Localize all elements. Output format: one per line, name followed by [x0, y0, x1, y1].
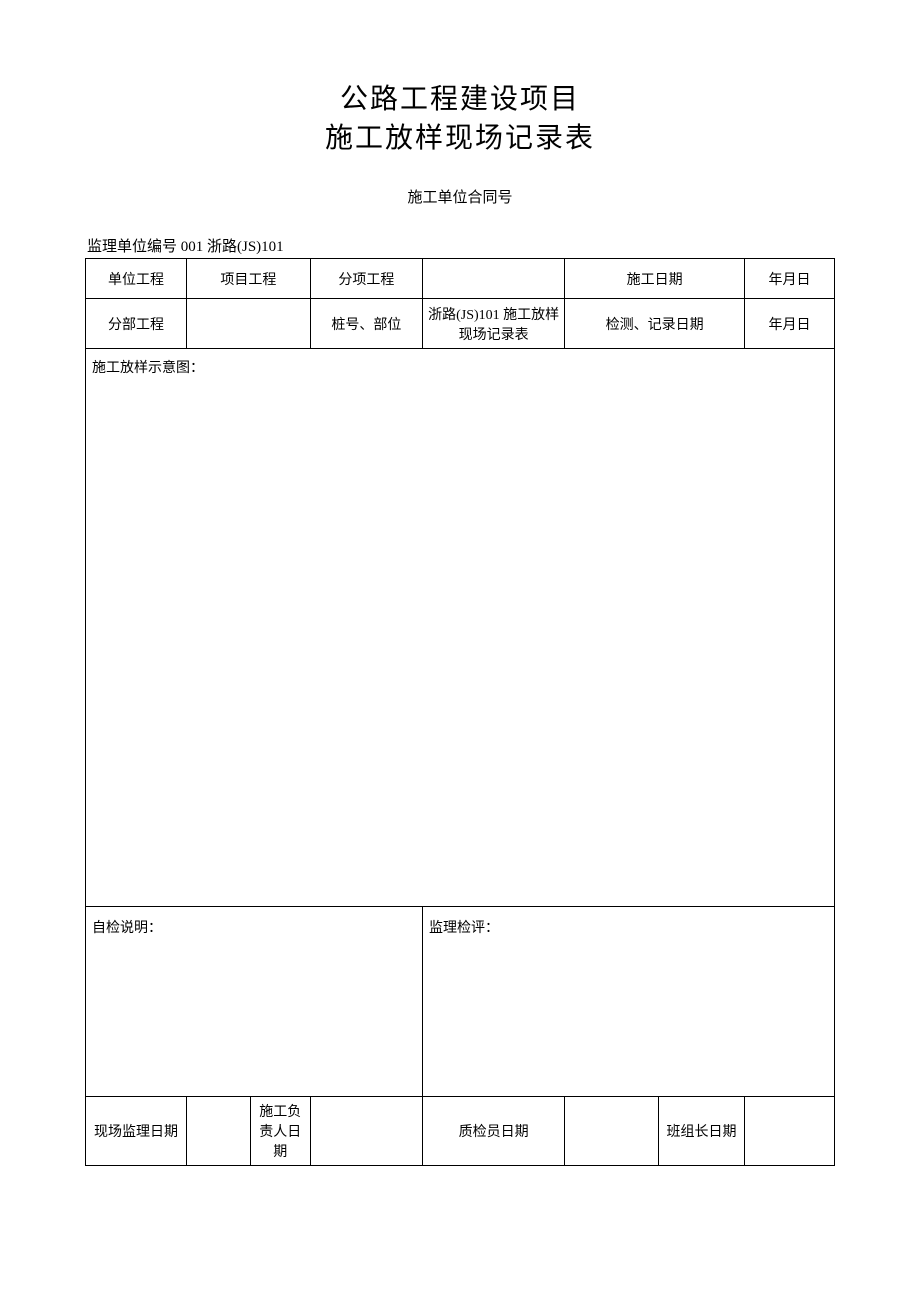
- cell-item-project-label: 项目工程: [187, 259, 311, 299]
- title-line-1: 公路工程建设项目: [85, 80, 835, 119]
- cell-inspector-date-label: 质检员日期: [423, 1097, 565, 1166]
- cell-construction-leader-date-label: 施工负责人日期: [250, 1097, 310, 1166]
- cell-empty: [745, 1097, 835, 1166]
- document-title: 公路工程建设项目 施工放样现场记录表: [85, 80, 835, 158]
- cell-empty: [565, 1097, 659, 1166]
- subtitle: 施工单位合同号: [85, 186, 835, 207]
- cell-construction-date-label: 施工日期: [565, 259, 745, 299]
- cell-empty: [423, 259, 565, 299]
- cell-pile-position-label: 桩号、部位: [310, 299, 422, 349]
- cell-unit-project-label: 单位工程: [86, 259, 187, 299]
- cell-record-name: 浙路(JS)101 施工放样现场记录表: [423, 299, 565, 349]
- cell-date-value: 年月日: [745, 299, 835, 349]
- cell-date-value: 年月日: [745, 259, 835, 299]
- cell-empty: [187, 1097, 251, 1166]
- cell-supervision-review: 监理检评：: [423, 907, 835, 1097]
- cell-empty: [310, 1097, 422, 1166]
- table-row: 现场监理日期 施工负责人日期 质检员日期 班组长日期: [86, 1097, 835, 1166]
- cell-team-leader-date-label: 班组长日期: [658, 1097, 744, 1166]
- cell-empty: [187, 299, 311, 349]
- table-row: 施工放样示意图：: [86, 349, 835, 907]
- cell-division-project-label: 分部工程: [86, 299, 187, 349]
- cell-sub-project-label: 分项工程: [310, 259, 422, 299]
- table-row: 分部工程 桩号、部位 浙路(JS)101 施工放样现场记录表 检测、记录日期 年…: [86, 299, 835, 349]
- table-row: 自检说明： 监理检评：: [86, 907, 835, 1097]
- title-line-2: 施工放样现场记录表: [85, 119, 835, 158]
- record-table: 单位工程 项目工程 分项工程 施工日期 年月日 分部工程 桩号、部位 浙路(JS…: [85, 258, 835, 1166]
- cell-detection-date-label: 检测、记录日期: [565, 299, 745, 349]
- cell-site-supervisor-date-label: 现场监理日期: [86, 1097, 187, 1166]
- table-row: 单位工程 项目工程 分项工程 施工日期 年月日: [86, 259, 835, 299]
- pre-table-label: 监理单位编号 001 浙路(JS)101: [85, 235, 835, 256]
- cell-self-inspection: 自检说明：: [86, 907, 423, 1097]
- cell-diagram-area: 施工放样示意图：: [86, 349, 835, 907]
